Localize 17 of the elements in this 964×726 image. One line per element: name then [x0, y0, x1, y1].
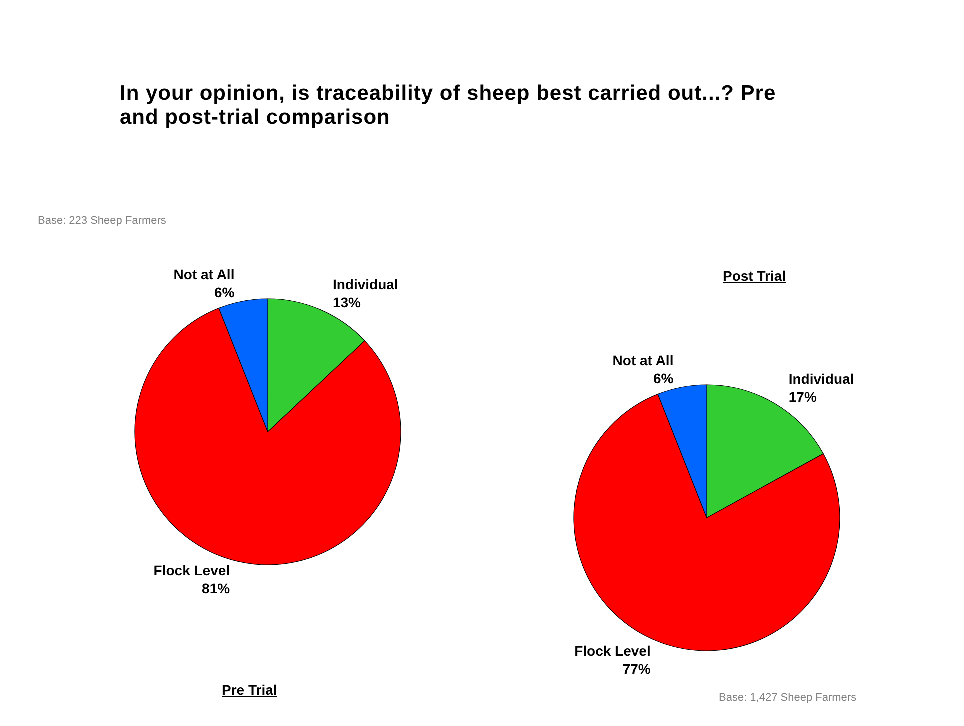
data-label: 6%: [214, 284, 236, 301]
data-label: 13%: [332, 294, 362, 310]
text: Pre Trial: [222, 682, 278, 698]
data-label: 77%: [622, 661, 652, 678]
chart-subtitle: Post Trial: [723, 268, 786, 284]
slice-label: Flock Level: [154, 562, 230, 578]
slice-label: Not at All: [174, 266, 235, 283]
text: In your opinion, is traceability of sheep best carried out...? Pre and post-trial comparison: [120, 82, 778, 130]
slice-label: Individual: [788, 371, 854, 388]
data-label: 17%: [788, 389, 818, 406]
text: Base: 1,427 Sheep Farmers: [719, 692, 857, 704]
slice-label: Not at All: [612, 352, 674, 369]
data-label: 6%: [653, 370, 674, 387]
slice-label: Individual: [332, 276, 398, 292]
slice-label: Flock Level: [574, 643, 651, 660]
data-label: 81%: [202, 580, 231, 596]
text: Base: 223 Sheep Farmers: [38, 215, 166, 227]
